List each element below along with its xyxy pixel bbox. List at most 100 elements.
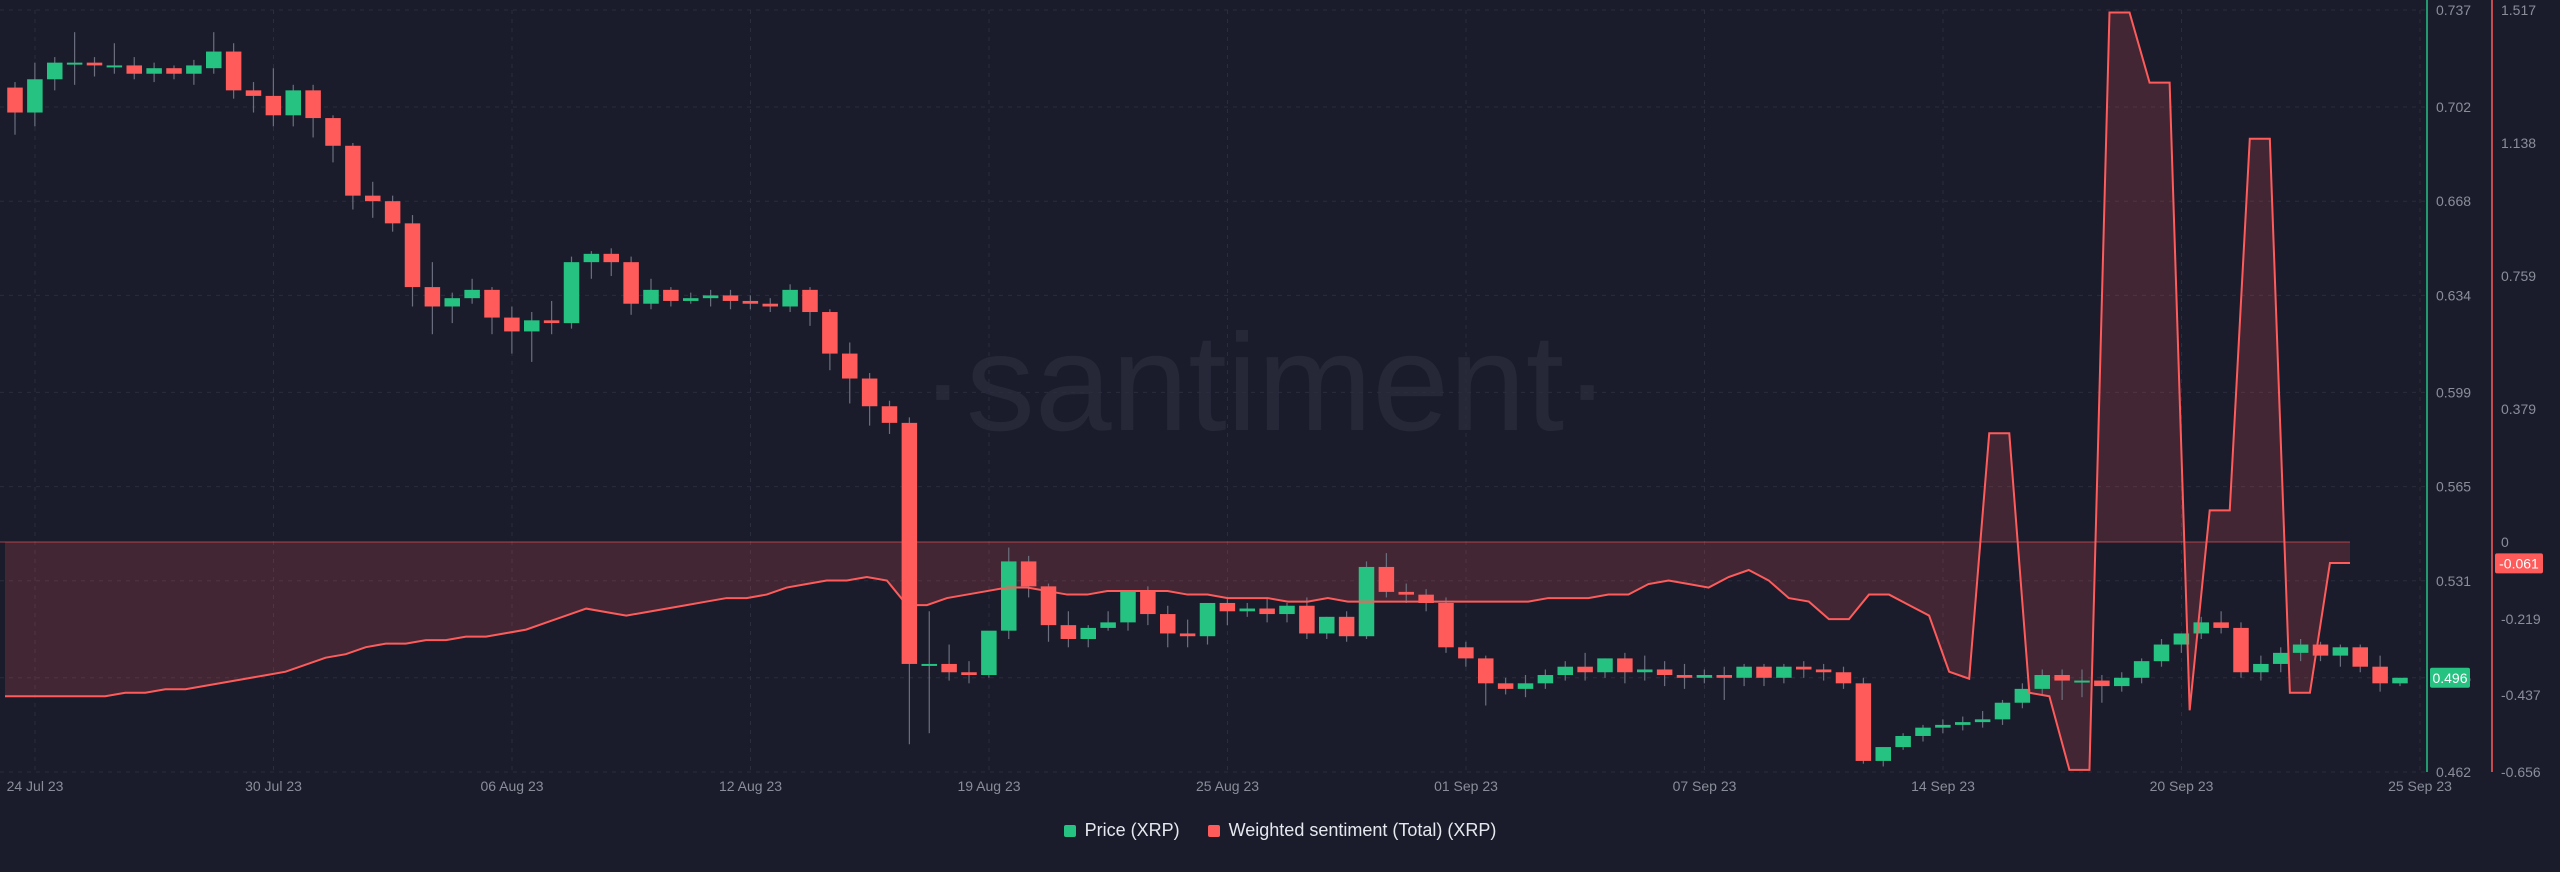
candle-down [603,253,620,263]
sentiment-tick-label: -0.656 [2501,764,2541,780]
legend-swatch-price [1063,824,1076,837]
candle-up [2074,680,2090,683]
sentiment-tick-label: 0 [2501,534,2509,550]
x-tick-label: 06 Aug 23 [480,778,543,794]
candle-up [523,320,540,332]
x-tick-label: 30 Jul 23 [245,778,302,794]
candle-up [1537,675,1554,684]
candle-down [762,303,779,307]
sentiment-tick-label: 1.138 [2501,135,2536,151]
candle-down [2213,622,2229,628]
candle-down [623,262,639,304]
candle-down [2054,675,2070,681]
candle-up [981,630,997,676]
candle-up [2253,663,2269,673]
sentiment-tick-label: -0.437 [2501,687,2541,703]
candle-down [1378,566,1395,592]
legend-item-price[interactable]: Price (XRP) [1063,820,1180,841]
candle-down [1497,683,1514,689]
candle-down [901,422,918,664]
candle-down [2094,680,2110,687]
price-tick-label: 0.634 [2436,287,2471,303]
candle-down [822,312,838,354]
candle-up [1776,666,1792,678]
candle-up [921,663,938,666]
candle-up [1875,747,1892,761]
price-candles [7,32,2408,767]
candle-up [444,298,461,307]
candle-up [2292,644,2309,653]
candle-down [1815,669,1832,673]
price-tick-label: 0.737 [2436,2,2471,18]
candle-down [1617,658,1633,673]
candle-down [424,287,441,307]
candle-down [802,289,818,313]
candle-up [1557,666,1574,676]
candle-up [2014,688,2031,703]
candle-up [2034,675,2051,689]
candle-up [563,262,580,324]
x-tick-label: 19 Aug 23 [957,778,1020,794]
price-tick-label: 0.565 [2436,479,2471,495]
price-last-badge [2430,667,2470,688]
x-tick-label: 12 Aug 23 [719,778,782,794]
candle-up [1736,666,1752,678]
candle-down [1299,605,1315,634]
legend-item-sentiment[interactable]: Weighted sentiment (Total) (XRP) [1207,820,1497,841]
candle-up [46,62,63,80]
candle-down [1179,633,1196,637]
legend: Price (XRP) Weighted sentiment (Total) (… [0,820,2560,841]
candle-up [2332,647,2349,656]
candle-down [325,118,341,146]
candle-up [2392,677,2408,684]
legend-label-sentiment: Weighted sentiment (Total) (XRP) [1228,820,1497,840]
candle-down [245,90,262,96]
price-tick-label: 0.531 [2436,573,2471,589]
watermark: ·santiment· [920,306,1610,460]
candle-down [1795,666,1812,670]
x-tick-label: 20 Sep 23 [2150,778,2214,794]
candle-up [1279,605,1295,615]
sentiment-tick-label: -0.219 [2501,611,2541,627]
candle-up [1935,724,1951,728]
candle-down [345,145,361,196]
sentiment-tick-label: 0.759 [2501,268,2536,284]
candle-down [1577,666,1593,673]
candle-up [2153,644,2170,662]
candle-up [285,90,302,116]
candle-up [1895,735,1911,748]
candle-up [66,62,83,65]
legend-label-price: Price (XRP) [1084,820,1180,840]
candle-down [1259,608,1275,615]
candle-up [1636,669,1653,673]
sentiment-shaded-area [0,12,2350,770]
candle-down [364,195,381,202]
candle-down [543,320,560,324]
candle-up [583,253,600,263]
candle-up [464,289,480,299]
candle-up [1974,719,1991,723]
x-tick-label: 25 Aug 23 [1196,778,1259,794]
candle-down [404,223,421,288]
candle-down [1756,666,1772,678]
candle-down [484,289,500,318]
candle-up [2173,633,2190,645]
price-tick-label: 0.702 [2436,99,2471,115]
candle-down [2233,627,2249,673]
candle-down [1676,675,1693,678]
candle-down [1835,672,1852,684]
candle-down [384,201,401,224]
candle-down [663,289,679,301]
candle-up [782,289,798,307]
price-tick-label: 0.462 [2436,764,2471,780]
candle-down [1855,683,1872,761]
sentiment-line [5,11,2350,771]
candle-down [941,663,957,673]
candle-down [2372,666,2388,684]
sentiment-tick-label: 0.379 [2501,401,2536,417]
candle-up [643,289,659,304]
candle-down [1398,591,1415,595]
candle-down [1140,591,1156,615]
